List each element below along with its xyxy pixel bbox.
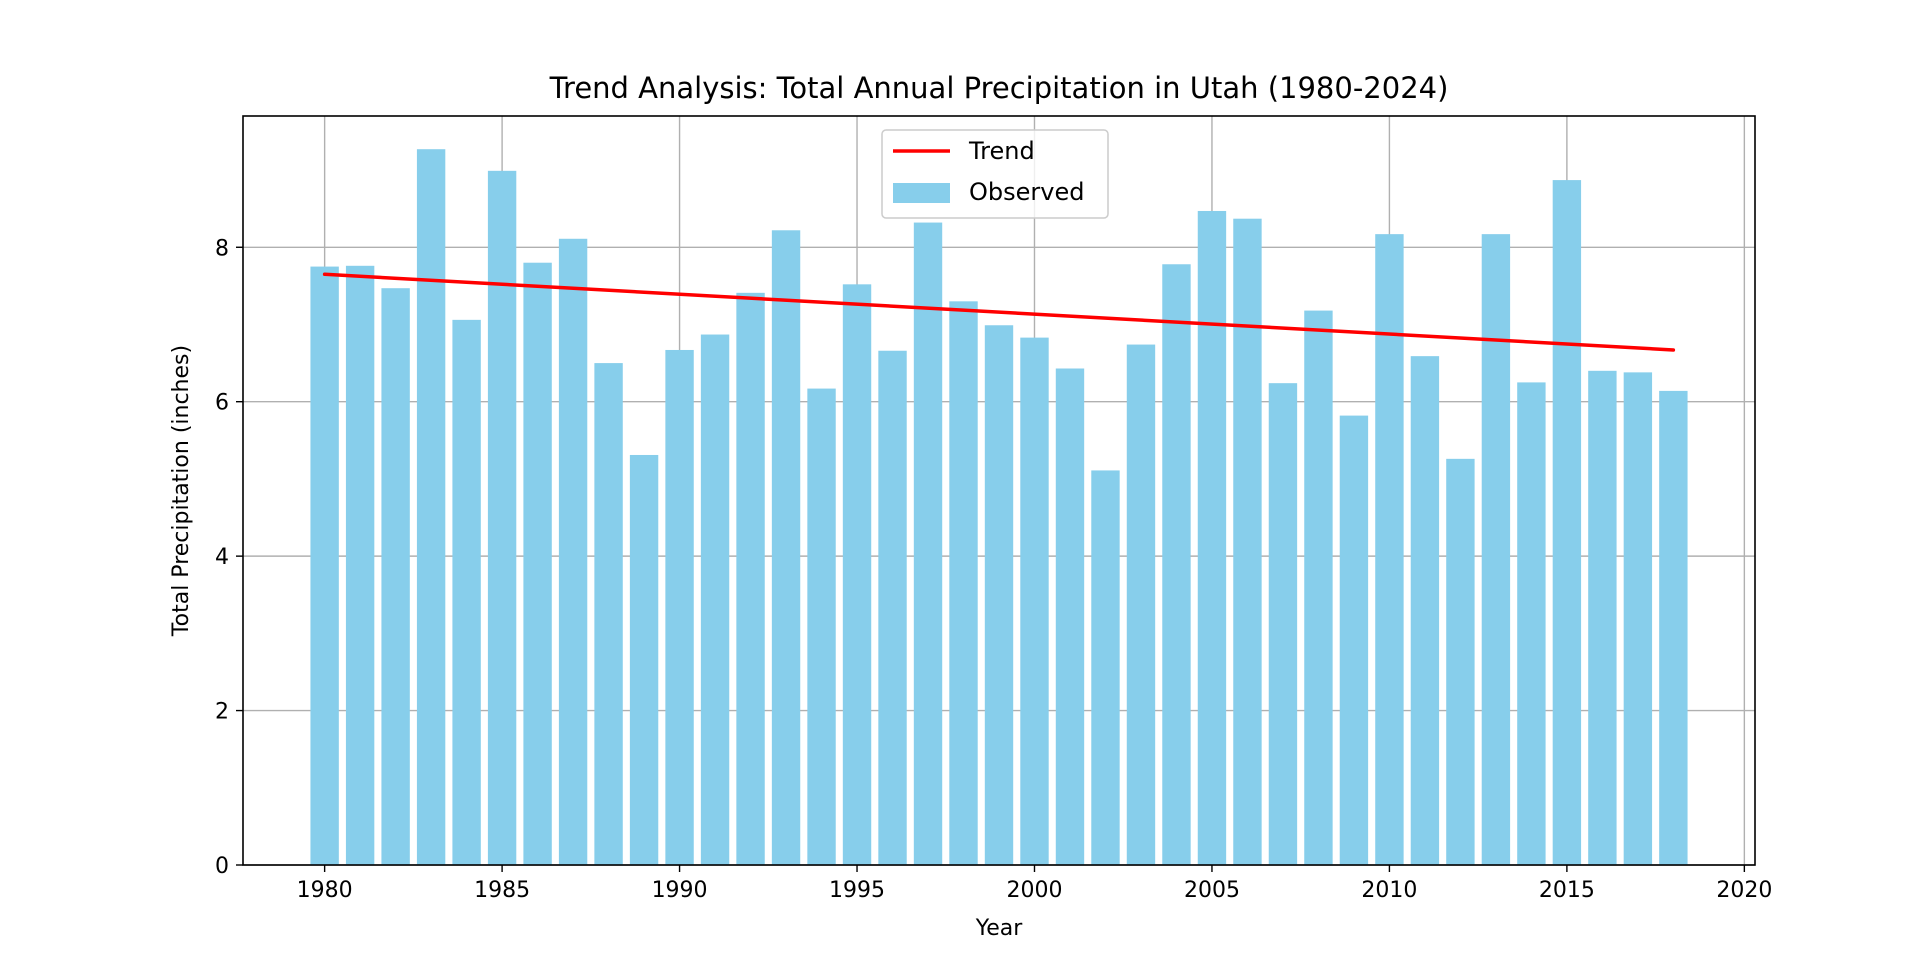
bar-2001 <box>1055 368 1085 865</box>
bar-2003 <box>1126 344 1156 866</box>
bar-1981 <box>345 265 375 865</box>
bar-1997 <box>913 222 943 865</box>
x-tick-label: 2015 <box>1539 878 1595 903</box>
bar-2016 <box>1588 370 1617 865</box>
x-tick-label: 2005 <box>1184 878 1240 903</box>
y-tick-label: 8 <box>215 236 229 261</box>
bar-1985 <box>487 170 517 865</box>
x-tick-label: 1990 <box>652 878 708 903</box>
bar-2013 <box>1481 234 1511 865</box>
bar-2017 <box>1623 372 1653 865</box>
bar-1996 <box>878 350 907 865</box>
legend-trend-label: Trend <box>968 137 1035 165</box>
bar-1999 <box>984 325 1014 865</box>
x-tick-label: 1995 <box>829 878 885 903</box>
plot-frame <box>242 115 1756 866</box>
bar-1992 <box>736 292 765 865</box>
bar-2005 <box>1197 210 1227 865</box>
bar-1994 <box>807 388 836 865</box>
x-tick-label: 1985 <box>474 878 530 903</box>
bar-1987 <box>558 238 588 865</box>
bar-1984 <box>452 319 481 865</box>
bar-1995 <box>842 284 872 865</box>
y-tick-label: 6 <box>215 391 229 416</box>
x-tick-label: 1980 <box>297 878 353 903</box>
bar-1980 <box>310 266 339 866</box>
bar-2004 <box>1162 264 1191 865</box>
bar-2009 <box>1339 415 1369 865</box>
bar-1988 <box>594 363 623 865</box>
bar-2010 <box>1375 234 1404 865</box>
x-tick-label: 2020 <box>1716 878 1772 903</box>
bar-2018 <box>1659 390 1688 865</box>
x-axis-ticks: 1980 1985 1990 1995 2000 2005 2010 2015 2020 <box>297 865 1772 903</box>
trend-line-group <box>322 272 1676 352</box>
bar-1991 <box>700 334 730 865</box>
bar-1998 <box>949 301 978 865</box>
x-tick-label: 2010 <box>1361 878 1417 903</box>
y-tick-label: 4 <box>215 545 229 570</box>
bar-2011 <box>1410 356 1440 865</box>
x-tick-label: 2000 <box>1006 878 1062 903</box>
bar-2006 <box>1233 218 1262 865</box>
bar-2015 <box>1552 180 1582 865</box>
bar-2007 <box>1268 383 1298 865</box>
bar-1990 <box>665 349 694 866</box>
y-tick-label: 2 <box>215 700 229 725</box>
bar-2000 <box>1020 337 1049 865</box>
y-axis-label: Total Precipitation (inches) <box>169 345 194 637</box>
trend-line <box>322 272 1676 352</box>
y-tick-label: 0 <box>215 854 229 879</box>
bar-1986 <box>523 262 552 866</box>
legend-observed-swatch <box>893 183 950 203</box>
chart-title: Trend Analysis: Total Annual Precipitati… <box>549 71 1449 105</box>
bar-1982 <box>381 288 410 866</box>
legend: Trend Observed <box>881 129 1109 219</box>
legend-observed-label: Observed <box>969 178 1084 206</box>
y-axis-ticks: 0 2 4 6 8 <box>215 236 243 879</box>
bar-2012 <box>1446 458 1475 865</box>
bar-2008 <box>1304 310 1333 865</box>
x-axis-label: Year <box>975 916 1024 941</box>
bars-group <box>310 149 1688 866</box>
bar-1989 <box>629 454 659 865</box>
bar-2014 <box>1517 382 1546 865</box>
bar-1993 <box>771 230 801 866</box>
bar-1983 <box>416 149 446 865</box>
bar-2002 <box>1091 470 1120 865</box>
